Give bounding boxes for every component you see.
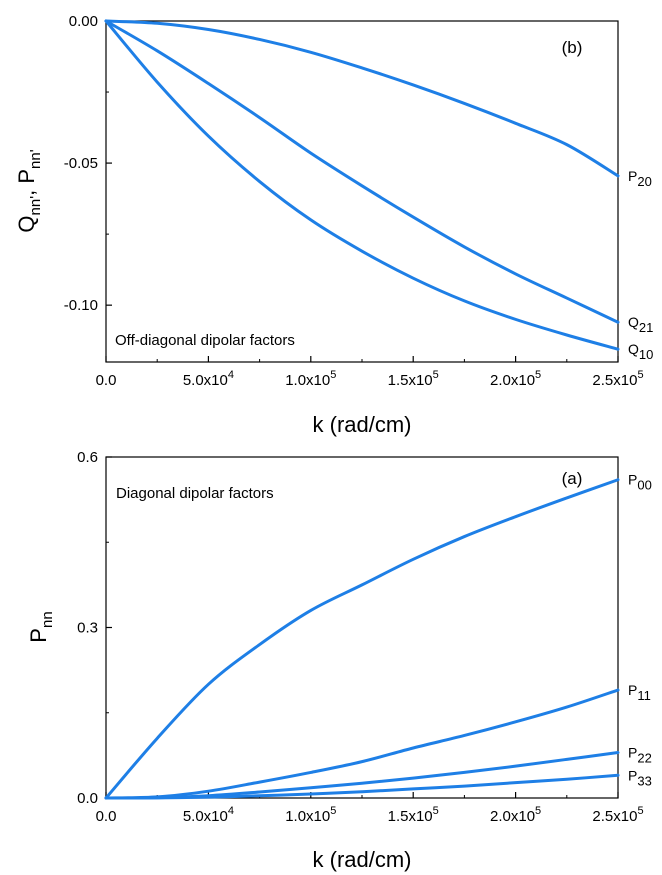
- x-axis-label: k (rad/cm): [313, 847, 412, 872]
- x-tick-label: 5.0x104: [183, 805, 234, 825]
- series-label-P33: P33: [628, 767, 652, 788]
- y-tick-label: 0.6: [77, 449, 98, 466]
- plot-frame: [105, 20, 619, 363]
- y-axis-label: Pnn: [26, 611, 56, 642]
- series-line-Q10: [104, 19, 620, 351]
- x-tick-label: 1.5x105: [388, 805, 439, 825]
- x-axis-label: k (rad/cm): [313, 412, 412, 437]
- x-tick-label: 5.0x104: [183, 369, 234, 389]
- series-line-Q21: [104, 19, 620, 324]
- series-line-P11: [104, 688, 620, 800]
- y-tick-label: -0.10: [64, 297, 98, 314]
- y-tick-label: -0.05: [64, 155, 98, 172]
- series-lines: [104, 478, 620, 800]
- x-tick-label: 0.0: [96, 372, 117, 389]
- x-tick-label: 1.0x105: [285, 805, 336, 825]
- x-tick-label: 2.5x105: [592, 805, 643, 825]
- series-line-P20: [104, 19, 620, 178]
- x-tick-label: 2.0x105: [490, 369, 541, 389]
- y-tick-label: 0.3: [77, 620, 98, 637]
- y-axis-ticks: 0.0 0.3 0.6: [77, 449, 112, 807]
- y-axis-label: Qnn', Pnn': [14, 149, 44, 232]
- series-label-Q10: Q10: [628, 341, 653, 362]
- x-tick-label: 1.0x105: [285, 369, 336, 389]
- panel-label: (a): [562, 469, 583, 488]
- x-tick-label: 0.0: [96, 808, 117, 825]
- panel-a-diagonal: (a) Diagonal dipolar factors k (rad/cm) …: [26, 449, 652, 872]
- x-axis-ticks: 0.0 5.0x104 1.0x105 1.5x105 2.0x105 2.5x105: [96, 356, 644, 389]
- annotation-text: Diagonal dipolar factors: [116, 485, 274, 502]
- x-tick-label: 2.0x105: [490, 805, 541, 825]
- series-label-P00: P00: [628, 472, 652, 493]
- series-line-P33: [104, 773, 620, 800]
- series-label-P22: P22: [628, 745, 652, 766]
- annotation-text: Off-diagonal dipolar factors: [115, 332, 295, 349]
- y-axis-ticks: 0.00 -0.05 -0.10: [64, 13, 112, 314]
- series-labels: P20 Q21 Q10: [628, 168, 653, 362]
- series-label-P11: P11: [628, 682, 651, 703]
- panel-label: (b): [562, 38, 583, 57]
- y-tick-label: 0.0: [77, 790, 98, 807]
- series-label-P20: P20: [628, 168, 652, 189]
- series-label-Q21: Q21: [628, 314, 653, 335]
- series-lines: [104, 19, 620, 351]
- series-line-P00: [104, 478, 620, 800]
- x-tick-label: 1.5x105: [388, 369, 439, 389]
- panel-b-off-diagonal: (b) Off-diagonal dipolar factors k (rad/…: [14, 13, 653, 437]
- x-axis-ticks: 0.0 5.0x104 1.0x105 1.5x105 2.0x105 2.5x105: [96, 792, 644, 825]
- y-tick-label: 0.00: [69, 13, 98, 30]
- x-tick-label: 2.5x105: [592, 369, 643, 389]
